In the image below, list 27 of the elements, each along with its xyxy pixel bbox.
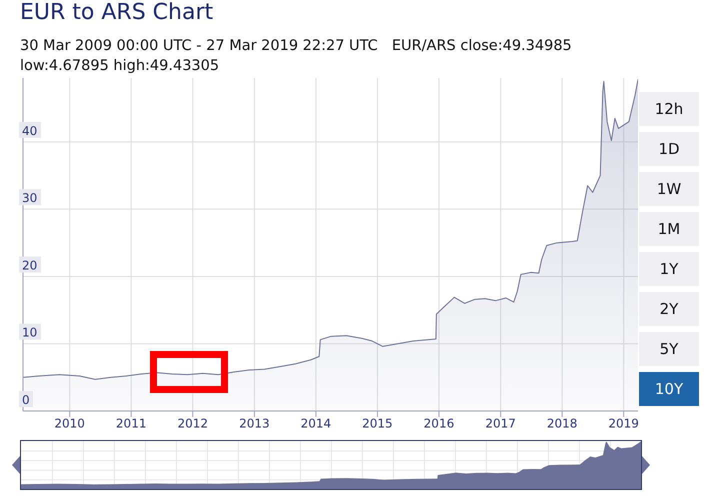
x-tick-label: 2019 (608, 416, 639, 431)
y-tick-label: 40 (22, 124, 38, 138)
text: 10Y (639, 372, 699, 406)
x-tick-label: 2013 (239, 416, 270, 431)
text: low:4.67895 high:49.43305 (20, 58, 220, 74)
y-tick-label: 0 (22, 393, 30, 407)
x-tick-label: 2016 (424, 416, 454, 431)
text: 2Y (639, 292, 699, 326)
text: EUR/ARS close:49.34985 (392, 38, 572, 54)
x-tick-label: 2015 (362, 416, 393, 431)
text: 1W (639, 172, 699, 206)
text: 1D (639, 132, 699, 166)
y-tick-label: 30 (22, 191, 38, 206)
text: 5Y (639, 332, 699, 366)
x-tick-label: 2010 (54, 416, 85, 431)
y-tick-label: 10 (22, 326, 38, 340)
x-tick-label: 2018 (546, 416, 578, 431)
chart-subtitle: 30 Mar 2009 00:00 UTC - 27 Mar 2019 22:27 UTC (20, 38, 378, 54)
text: 12h (639, 92, 699, 126)
chart-title: EUR to ARS Chart (20, 0, 214, 25)
y-tick-label: 20 (22, 258, 38, 272)
x-tick-label: 2014 (300, 416, 332, 431)
x-tick-label: 2011 (116, 416, 146, 431)
text: 1M (639, 212, 699, 246)
x-tick-label: 2017 (485, 416, 516, 431)
text: 1Y (639, 252, 699, 286)
x-tick-label: 2012 (177, 416, 208, 431)
